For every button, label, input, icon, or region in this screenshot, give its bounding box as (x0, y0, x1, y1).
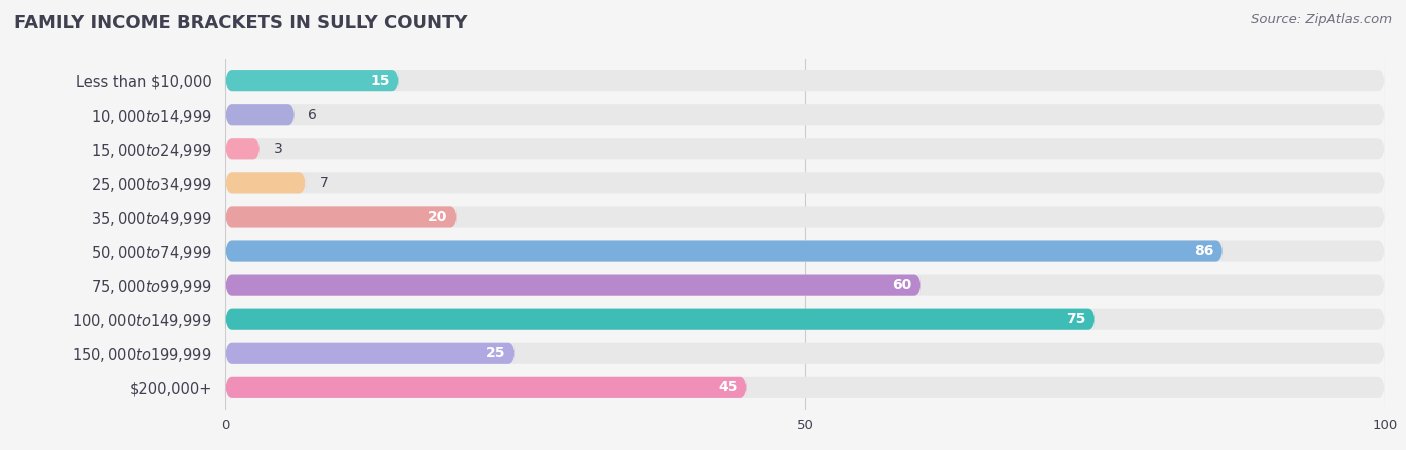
FancyBboxPatch shape (225, 207, 457, 228)
FancyBboxPatch shape (225, 343, 1385, 364)
FancyBboxPatch shape (225, 70, 399, 91)
Text: 45: 45 (718, 380, 738, 394)
Text: 6: 6 (308, 108, 318, 122)
FancyBboxPatch shape (225, 240, 1223, 261)
FancyBboxPatch shape (225, 343, 515, 364)
FancyBboxPatch shape (225, 104, 295, 125)
Text: 15: 15 (370, 74, 389, 88)
FancyBboxPatch shape (225, 172, 1385, 194)
Text: 25: 25 (486, 346, 506, 360)
FancyBboxPatch shape (225, 104, 1385, 125)
Text: FAMILY INCOME BRACKETS IN SULLY COUNTY: FAMILY INCOME BRACKETS IN SULLY COUNTY (14, 14, 468, 32)
FancyBboxPatch shape (225, 309, 1385, 330)
FancyBboxPatch shape (225, 309, 1095, 330)
FancyBboxPatch shape (225, 172, 307, 194)
Text: Source: ZipAtlas.com: Source: ZipAtlas.com (1251, 14, 1392, 27)
Text: 20: 20 (429, 210, 447, 224)
FancyBboxPatch shape (225, 377, 747, 398)
Text: 7: 7 (321, 176, 329, 190)
FancyBboxPatch shape (225, 138, 260, 159)
Text: 86: 86 (1194, 244, 1213, 258)
FancyBboxPatch shape (225, 274, 921, 296)
FancyBboxPatch shape (225, 377, 1385, 398)
FancyBboxPatch shape (225, 240, 1385, 261)
FancyBboxPatch shape (225, 274, 1385, 296)
FancyBboxPatch shape (225, 138, 1385, 159)
FancyBboxPatch shape (225, 207, 1385, 228)
Text: 60: 60 (893, 278, 911, 292)
Text: 75: 75 (1066, 312, 1085, 326)
Text: 3: 3 (274, 142, 283, 156)
FancyBboxPatch shape (225, 70, 1385, 91)
